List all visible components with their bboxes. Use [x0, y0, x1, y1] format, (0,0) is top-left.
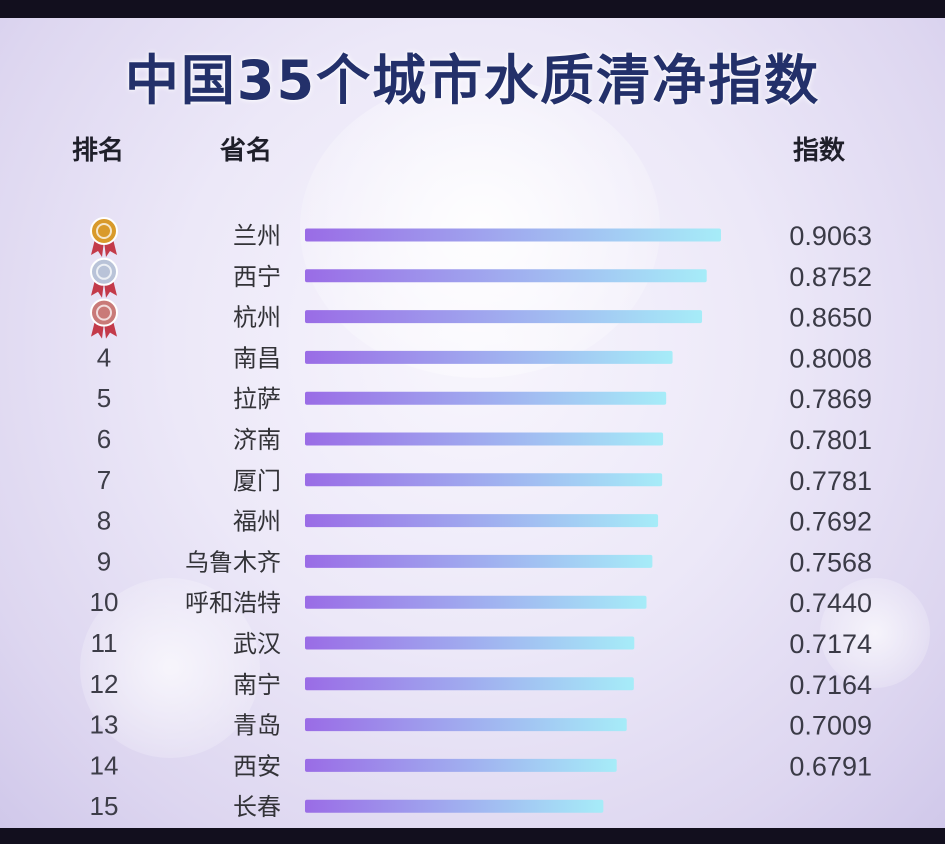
bar — [305, 636, 635, 650]
rank-label: 14 — [90, 750, 119, 780]
table-row: 4 南昌 0.8008 — [97, 342, 872, 373]
city-name-label: 南昌 — [233, 344, 281, 372]
bronze-medal-icon — [90, 298, 118, 339]
city-name-label: 西安 — [233, 752, 281, 780]
rank-label: 15 — [90, 791, 119, 821]
bar — [305, 473, 663, 487]
table-row: 11 武汉 0.7174 — [91, 628, 873, 659]
table-row: 5 拉萨 0.7869 — [97, 383, 872, 414]
value-label: 0.6791 — [789, 751, 872, 781]
city-name-label: 长春 — [233, 793, 281, 821]
value-label: 0.8008 — [789, 343, 872, 373]
rank-label: 6 — [97, 424, 111, 454]
medal-ring — [96, 223, 112, 239]
table-row: 西宁 0.8752 — [90, 257, 872, 298]
bar — [305, 758, 617, 772]
table-row: 10 呼和浩特 0.7440 — [90, 587, 872, 618]
rank-label: 7 — [97, 465, 111, 495]
city-name-label: 兰州 — [233, 222, 281, 250]
table-row: 15 长春 — [90, 791, 604, 821]
rank-label: 10 — [90, 587, 119, 617]
city-name-label: 青岛 — [233, 712, 281, 740]
gold-medal-icon — [90, 217, 118, 257]
bar — [305, 350, 673, 364]
value-label: 0.7440 — [789, 588, 872, 618]
city-name-label: 呼和浩特 — [185, 589, 281, 617]
rank-label: 8 — [97, 506, 111, 536]
bar — [305, 677, 634, 691]
bar — [305, 595, 647, 609]
table-row: 12 南宁 0.7164 — [90, 669, 872, 700]
table-row: 7 厦门 0.7781 — [97, 465, 872, 496]
table-row: 6 济南 0.7801 — [97, 424, 872, 455]
province-column-header: 省名 — [220, 136, 273, 166]
city-name-label: 西宁 — [233, 263, 281, 291]
rank-label: 12 — [90, 669, 119, 699]
value-label: 0.7869 — [789, 384, 872, 414]
bar — [305, 718, 627, 732]
value-label: 0.7568 — [789, 547, 872, 577]
medal-ring — [96, 304, 112, 321]
table-row: 杭州 0.8650 — [90, 298, 872, 339]
rank-label: 13 — [90, 710, 119, 740]
chart-title: 中国35个城市水质清净指数 — [124, 49, 821, 112]
table-row: 兰州 0.9063 — [90, 217, 872, 257]
value-label: 0.9063 — [789, 221, 872, 251]
medal-disc — [90, 257, 118, 286]
bar — [305, 799, 604, 813]
bar — [305, 391, 667, 405]
value-label: 0.7164 — [789, 670, 872, 700]
city-name-label: 杭州 — [233, 304, 281, 332]
table-row: 9 乌鲁木齐 0.7568 — [97, 546, 872, 577]
table-row: 13 青岛 0.7009 — [90, 710, 872, 741]
value-label: 0.8752 — [789, 262, 872, 292]
bar — [305, 432, 664, 446]
value-label: 0.7174 — [789, 629, 872, 659]
rank-label: 9 — [97, 546, 111, 576]
city-name-label: 拉萨 — [233, 385, 281, 413]
medal-disc — [90, 217, 118, 245]
medal-ring — [96, 263, 112, 280]
city-name-label: 福州 — [233, 508, 281, 536]
value-label: 0.8650 — [789, 303, 872, 333]
city-name-label: 济南 — [233, 426, 281, 454]
city-name-label: 乌鲁木齐 — [185, 548, 281, 576]
city-name-label: 南宁 — [233, 671, 281, 699]
city-name-label: 厦门 — [233, 467, 281, 495]
value-label: 0.7692 — [789, 507, 872, 537]
bar — [305, 228, 721, 242]
bar — [305, 269, 707, 283]
index-column-header: 指数 — [793, 136, 846, 166]
table-row: 14 西安 0.6791 — [90, 750, 872, 781]
value-label: 0.7781 — [789, 466, 872, 496]
table-row: 8 福州 0.7692 — [97, 506, 872, 537]
bar — [305, 554, 653, 568]
city-name-label: 武汉 — [233, 630, 281, 658]
rank-label: 5 — [97, 383, 111, 413]
rank-label: 4 — [97, 342, 111, 372]
value-label: 0.7801 — [789, 425, 872, 455]
silver-medal-icon — [90, 257, 118, 298]
bar — [305, 310, 703, 324]
value-label: 0.7009 — [789, 711, 872, 741]
medal-disc — [90, 298, 118, 327]
bar — [305, 514, 659, 528]
rank-column-header: 排名 — [72, 136, 125, 166]
rank-label: 11 — [91, 628, 118, 658]
